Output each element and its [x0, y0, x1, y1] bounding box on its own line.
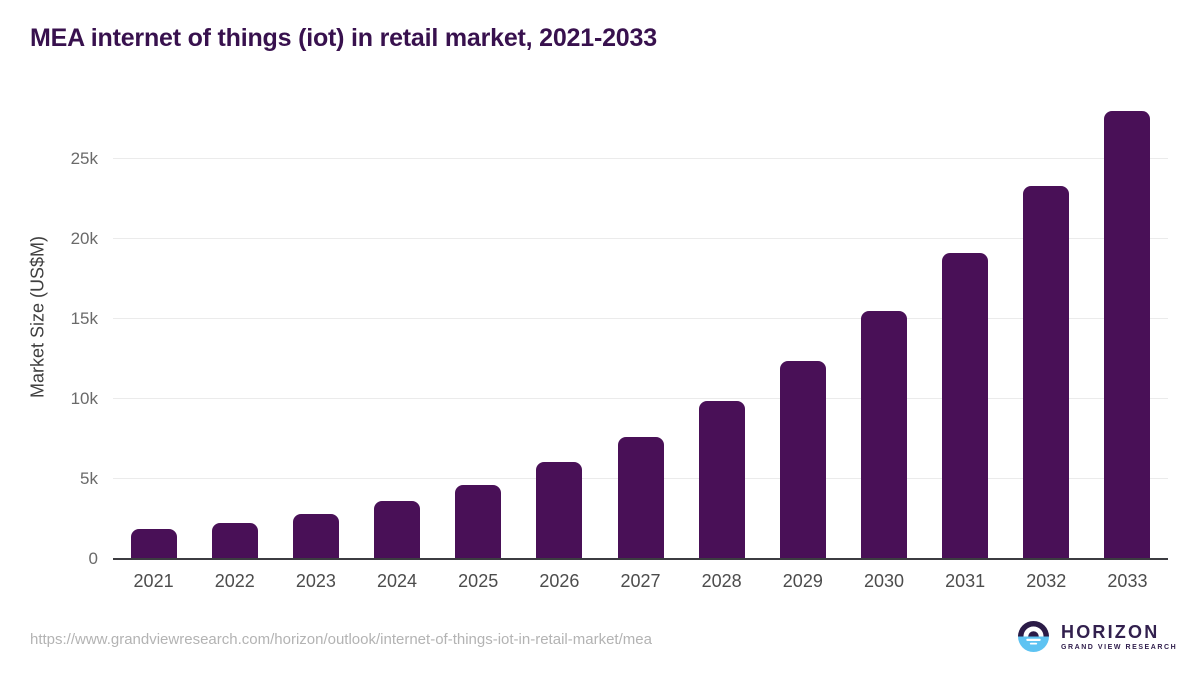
x-tick-2033: 2033 [1107, 571, 1148, 591]
bar-slot-2027 [600, 100, 681, 559]
y-tick-25k: 25k [70, 149, 98, 168]
bar-2032[interactable] [1023, 186, 1070, 559]
x-tick-2025: 2025 [458, 571, 499, 591]
gridline-20k [113, 238, 1168, 239]
bar-2024[interactable] [374, 501, 421, 559]
x-axis-line [113, 558, 1168, 560]
horizon-logo-icon [1018, 621, 1049, 652]
bar-2029[interactable] [779, 361, 826, 559]
horizon-logo-name: HORIZON [1061, 621, 1160, 642]
bar-2030[interactable] [860, 311, 907, 559]
gridline-15k [113, 318, 1168, 319]
x-tick-2028: 2028 [701, 571, 742, 591]
horizon-logo-text: HORIZON GRAND VIEW RESEARCH [1061, 623, 1177, 651]
bar-2023[interactable] [292, 514, 339, 559]
horizon-logo-subtitle: GRAND VIEW RESEARCH [1061, 643, 1178, 651]
bar-slot-2033 [1087, 100, 1168, 559]
bar-slot-2025 [438, 100, 519, 559]
x-tick-2023: 2023 [295, 571, 336, 591]
bar-slot-2031 [925, 100, 1006, 559]
bar-slot-2030 [843, 100, 924, 559]
bar-slot-2026 [519, 100, 600, 559]
bar-2022[interactable] [211, 523, 258, 559]
chart-title: MEA internet of things (iot) in retail m… [30, 24, 657, 52]
y-axis-tick-labels: 0 5k 10k 15k 20k 25k [0, 100, 98, 568]
bar-2027[interactable] [617, 437, 664, 559]
gridline-10k [113, 398, 1168, 399]
y-tick-10k: 10k [70, 389, 98, 408]
x-tick-2026: 2026 [539, 571, 580, 591]
bar-slot-2021 [113, 100, 194, 559]
y-tick-0: 0 [88, 549, 98, 568]
bar-2021[interactable] [130, 529, 177, 559]
x-tick-2031: 2031 [945, 571, 986, 591]
plot-area [113, 100, 1168, 560]
x-axis-tick-labels: 2021 2022 2023 2024 2025 2026 2027 2028 2029 2030… [113, 571, 1168, 592]
x-tick-2024: 2024 [377, 571, 418, 591]
gridline-25k [113, 158, 1168, 159]
y-tick-15k: 15k [70, 309, 98, 328]
y-tick-20k: 20k [70, 229, 98, 248]
x-tick-2021: 2021 [133, 571, 174, 591]
y-tick-5k: 5k [80, 469, 98, 488]
source-url: https://www.grandviewresearch.com/horizo… [30, 631, 652, 648]
bar-2026[interactable] [536, 462, 583, 559]
bar-2025[interactable] [455, 485, 502, 559]
bar-2033[interactable] [1104, 111, 1151, 559]
x-tick-2027: 2027 [620, 571, 661, 591]
bar-slot-2028 [681, 100, 762, 559]
bar-slot-2032 [1006, 100, 1087, 559]
bar-slot-2023 [275, 100, 356, 559]
bar-slot-2024 [356, 100, 437, 559]
bar-2028[interactable] [698, 401, 745, 559]
x-tick-2029: 2029 [782, 571, 823, 591]
x-tick-2032: 2032 [1026, 571, 1067, 591]
horizon-logo[interactable]: HORIZON GRAND VIEW RESEARCH [1018, 621, 1177, 652]
x-tick-2022: 2022 [214, 571, 255, 591]
bar-2031[interactable] [942, 253, 989, 559]
bar-series [113, 100, 1168, 559]
bar-slot-2029 [762, 100, 843, 559]
bar-slot-2022 [194, 100, 275, 559]
x-tick-2030: 2030 [863, 571, 904, 591]
